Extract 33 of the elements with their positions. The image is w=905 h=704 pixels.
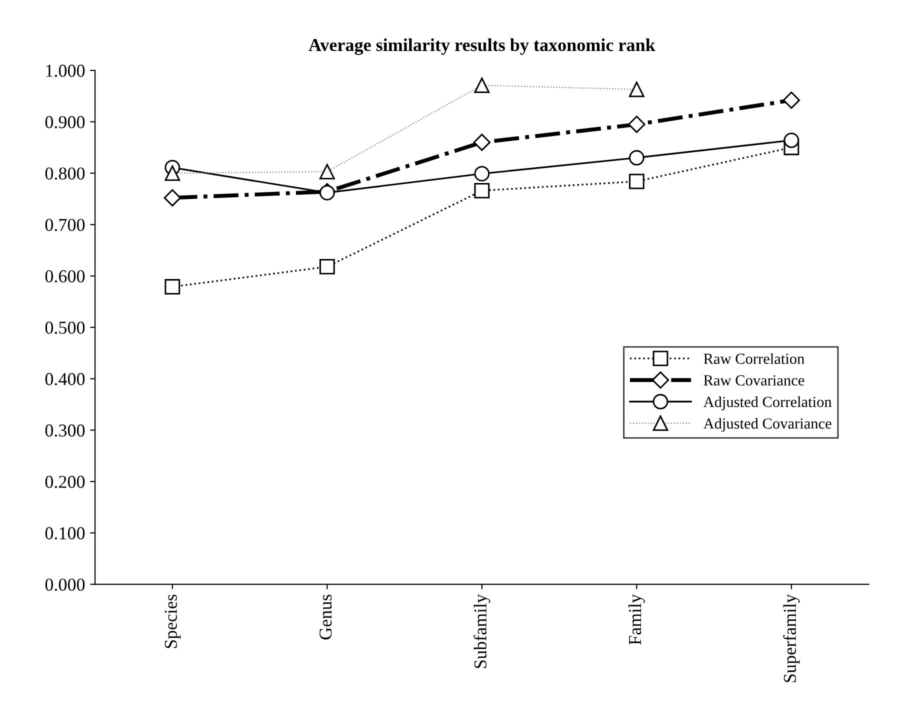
y-tick-label: 0.200 bbox=[45, 476, 85, 488]
x-tick-label: Genus bbox=[320, 594, 332, 640]
point bbox=[474, 182, 490, 198]
chart-title: Average similarity results by taxonomic rank bbox=[308, 38, 656, 55]
y-tick-label: 0.000 bbox=[45, 578, 85, 591]
point bbox=[319, 185, 335, 200]
legend-label: Adjusted Covariance bbox=[703, 418, 832, 432]
y-tick-label: 0.500 bbox=[45, 322, 85, 334]
point bbox=[782, 92, 800, 109]
point bbox=[164, 189, 182, 206]
legend-label: Raw Covariance bbox=[704, 375, 804, 386]
x-tick-label: Subfamily bbox=[474, 594, 490, 668]
point bbox=[164, 279, 180, 294]
y-tick-label: 0.700 bbox=[45, 218, 85, 232]
x-tick-label: Family bbox=[628, 594, 645, 645]
legend-label: Raw Correlation bbox=[704, 353, 804, 364]
point bbox=[628, 150, 644, 166]
point bbox=[628, 174, 644, 190]
y-tick-label: 0.400 bbox=[45, 373, 85, 386]
y-tick-label: 0.100 bbox=[45, 527, 85, 540]
point bbox=[473, 134, 491, 151]
y-tick-label: 0.600 bbox=[45, 270, 85, 282]
y-tick-label: 0.300 bbox=[45, 424, 85, 437]
point bbox=[319, 259, 335, 274]
x-tick-label: Superfamily bbox=[783, 594, 800, 682]
x-tick-label: Species bbox=[164, 594, 181, 648]
legend-label: Adjusted Correlation bbox=[703, 396, 832, 410]
y-tick-label: 0.900 bbox=[45, 116, 85, 128]
point bbox=[784, 132, 800, 148]
point bbox=[474, 166, 490, 182]
y-tick-label: 0.800 bbox=[45, 167, 85, 180]
point bbox=[628, 116, 646, 133]
y-tick-label: 1.000 bbox=[46, 64, 85, 77]
